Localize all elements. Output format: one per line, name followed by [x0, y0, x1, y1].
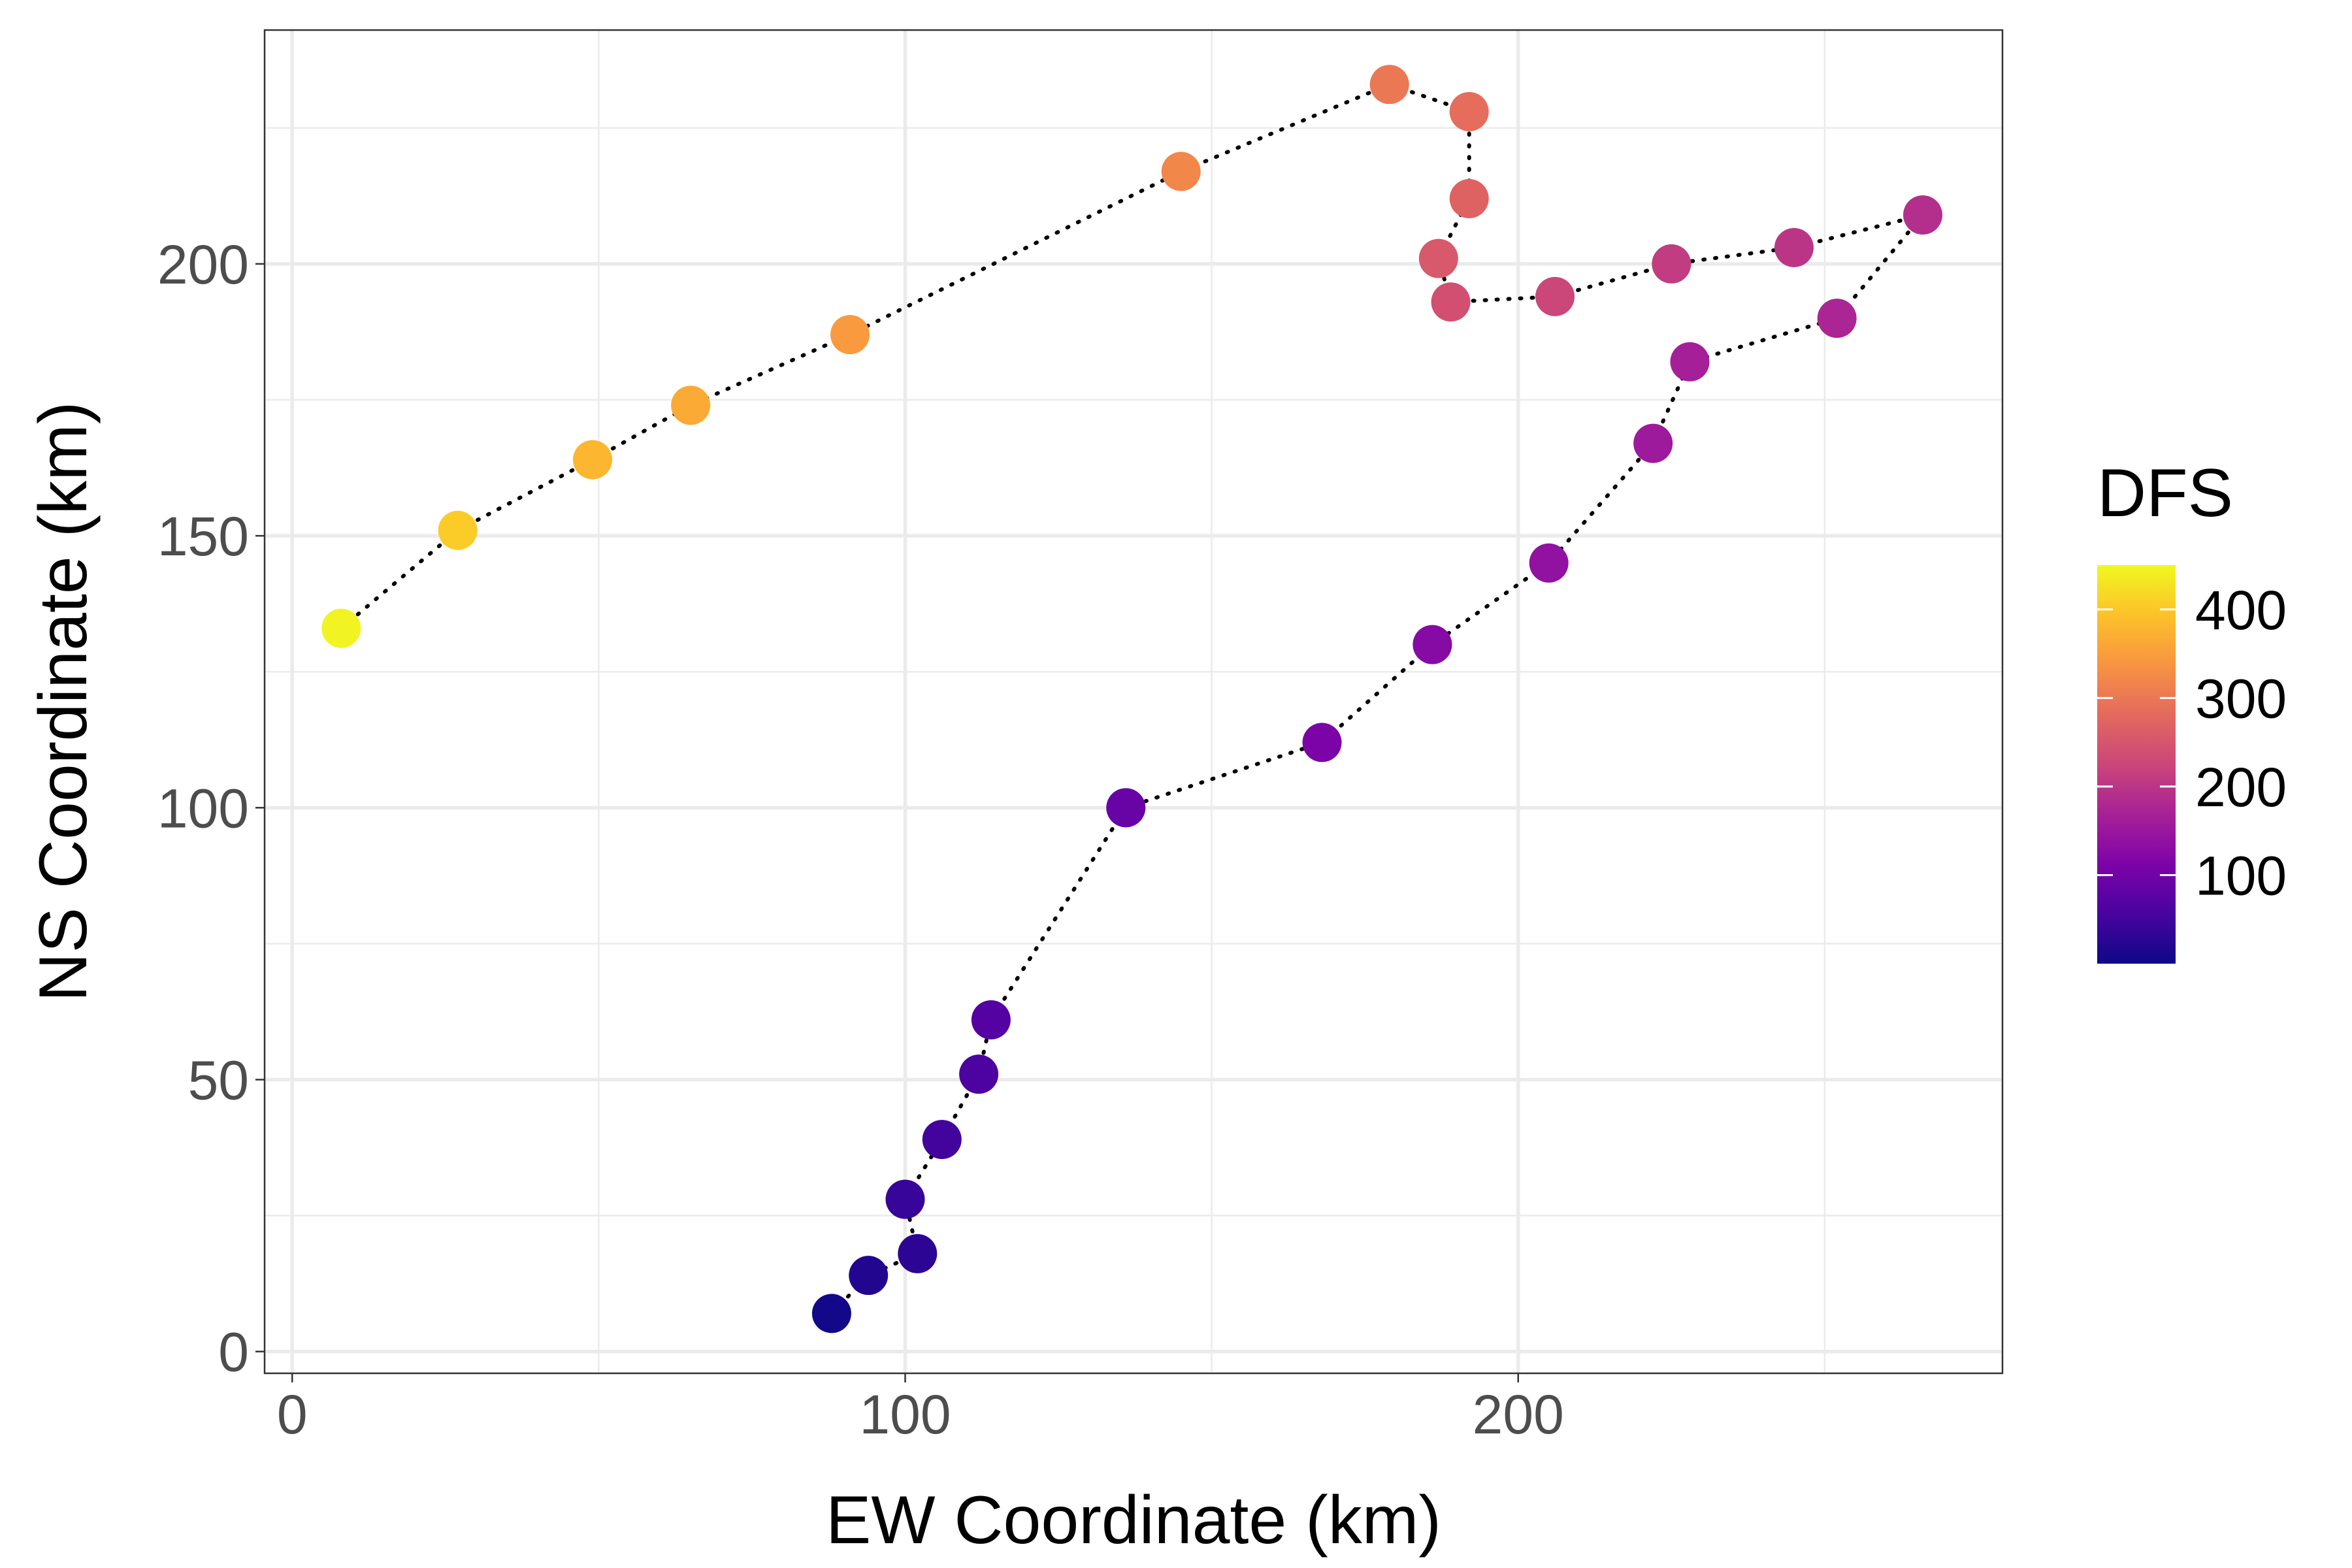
colorbar-tick-label: 400: [2195, 580, 2287, 641]
y-tick-label: 50: [188, 1050, 249, 1111]
x-tick-label: 0: [277, 1384, 308, 1445]
data-point: [572, 440, 612, 480]
x-tick-label: 200: [1473, 1384, 1564, 1445]
y-tick-label: 100: [157, 777, 249, 839]
colorbar-gradient: [2097, 565, 2176, 964]
data-point: [1161, 152, 1201, 191]
data-point: [885, 1179, 925, 1219]
data-point: [321, 608, 361, 648]
x-axis-label: EW Coordinate (km): [826, 1482, 1441, 1558]
data-point: [1449, 179, 1489, 219]
colorbar-legend: DFS 100 200 300 400: [2097, 455, 2287, 964]
data-point: [1106, 788, 1146, 828]
data-point: [1670, 342, 1710, 382]
data-point: [1817, 299, 1857, 338]
data-points: [321, 65, 1943, 1333]
data-point: [1652, 244, 1691, 284]
data-point: [1535, 276, 1575, 316]
plot-panel-border: [263, 29, 2004, 1375]
data-point: [1369, 65, 1409, 105]
y-axis-label: NS Coordinate (km): [25, 402, 101, 1002]
y-tick-label: 150: [157, 506, 249, 567]
x-tick-label: 100: [859, 1384, 951, 1445]
data-point: [1418, 238, 1458, 278]
y-tick-label: 0: [218, 1322, 249, 1383]
colorbar-tick-label: 100: [2195, 845, 2287, 906]
data-point: [1774, 227, 1814, 267]
data-point: [959, 1054, 999, 1094]
y-axis: 0 50 100 150 200: [157, 234, 265, 1383]
data-point: [1633, 423, 1673, 463]
x-axis: 0 100 200: [277, 1373, 1564, 1445]
colorbar-ticks: 100 200 300 400: [2097, 580, 2287, 906]
data-point: [971, 1000, 1011, 1039]
data-point: [849, 1256, 889, 1296]
data-point: [671, 385, 711, 425]
colorbar-tick-label: 300: [2195, 668, 2287, 729]
colorbar-title: DFS: [2097, 455, 2233, 531]
data-point: [1903, 195, 1943, 235]
data-point: [1449, 91, 1489, 131]
data-point: [1529, 543, 1569, 583]
data-point: [830, 315, 870, 355]
colorbar-tick-label: 200: [2195, 757, 2287, 818]
data-point: [1431, 282, 1471, 322]
data-point: [438, 510, 478, 550]
data-point: [922, 1120, 962, 1160]
y-tick-label: 200: [157, 234, 249, 295]
data-point: [1413, 625, 1452, 664]
data-point: [1302, 723, 1342, 762]
minor-gridlines: [265, 30, 2002, 1373]
data-point: [898, 1233, 938, 1273]
data-point: [811, 1294, 851, 1333]
